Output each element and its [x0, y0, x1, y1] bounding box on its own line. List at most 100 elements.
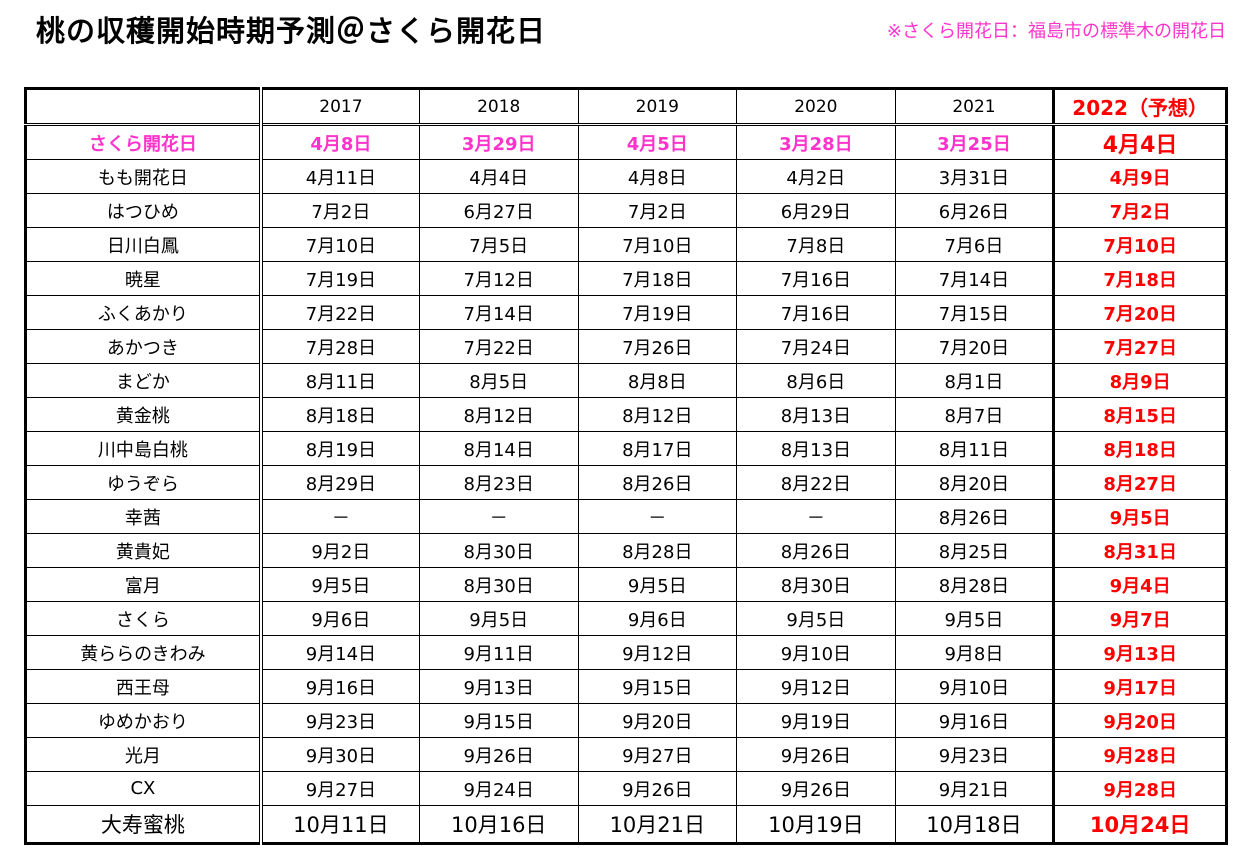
date-cell: 9月2日	[260, 533, 420, 568]
variety-name-cell: ゆめかおり	[24, 703, 263, 738]
variety-name-cell: ゆうぞら	[24, 465, 263, 500]
prediction-cell: 9月20日	[1052, 703, 1227, 738]
date-cell: 8月12日	[577, 397, 738, 432]
date-cell: 4月5日	[577, 124, 738, 160]
date-cell: 9月30日	[260, 737, 420, 772]
variety-row: 黄金桃 8月18日 8月12日 8月12日 8月13日 8月7日 8月15日	[24, 397, 1227, 432]
prediction-cell: 7月18日	[1052, 261, 1227, 296]
date-cell: 9月23日	[894, 737, 1055, 772]
date-cell: 8月13日	[736, 431, 896, 466]
prediction-cell: 7月27日	[1052, 329, 1227, 364]
variety-row: ゆめかおり 9月23日 9月15日 9月20日 9月19日 9月16日 9月20日	[24, 703, 1227, 738]
date-cell: －	[736, 499, 896, 534]
date-cell: 7月19日	[260, 261, 420, 296]
date-cell: 9月26日	[736, 771, 896, 806]
date-cell: 8月20日	[894, 465, 1055, 500]
date-cell: 10月19日	[736, 805, 896, 844]
variety-name-cell: 幸茜	[24, 499, 263, 534]
date-cell: 7月28日	[260, 329, 420, 364]
date-cell: 8月6日	[736, 363, 896, 398]
variety-row: 日川白鳳 7月10日 7月5日 7月10日 7月8日 7月6日 7月10日	[24, 227, 1227, 262]
prediction-cell: 9月28日	[1052, 737, 1227, 772]
date-cell: 6月29日	[736, 193, 896, 228]
prediction-cell: 7月20日	[1052, 295, 1227, 330]
date-cell: 7月15日	[894, 295, 1055, 330]
date-cell: 8月23日	[418, 465, 579, 500]
date-cell: 9月27日	[577, 737, 738, 772]
date-cell: 9月14日	[260, 635, 420, 670]
date-cell: 9月24日	[418, 771, 579, 806]
date-cell: 8月5日	[418, 363, 579, 398]
date-cell: 8月11日	[894, 431, 1055, 466]
date-cell: 9月23日	[260, 703, 420, 738]
date-cell: 7月26日	[577, 329, 738, 364]
page-title: 桃の収穫開始時期予測＠さくら開花日	[36, 14, 547, 48]
date-cell: 3月28日	[736, 124, 896, 160]
variety-name-cell: 富月	[24, 567, 263, 602]
date-cell: 10月21日	[577, 805, 738, 844]
variety-name-cell: もも開花日	[24, 159, 263, 194]
date-cell: 9月16日	[260, 669, 420, 704]
date-cell: 7月14日	[418, 295, 579, 330]
date-cell: 9月21日	[894, 771, 1055, 806]
date-cell: 7月8日	[736, 227, 896, 262]
date-cell: 8月30日	[418, 533, 579, 568]
variety-name-cell: 西王母	[24, 669, 263, 704]
variety-name-cell: CX	[24, 771, 263, 806]
prediction-cell: 7月10日	[1052, 227, 1227, 262]
variety-name-cell: 黄金桃	[24, 397, 263, 432]
date-cell: 9月5日	[418, 601, 579, 636]
prediction-cell: 8月15日	[1052, 397, 1227, 432]
header-year-cell: 2020	[736, 88, 896, 126]
variety-row: 黄ららのきわみ 9月14日 9月11日 9月12日 9月10日 9月8日 9月13日	[24, 635, 1227, 670]
header-year-cell: 2021	[894, 88, 1055, 126]
date-cell: 7月20日	[894, 329, 1055, 364]
variety-name-cell: 日川白鳳	[24, 227, 263, 262]
date-cell: 9月10日	[894, 669, 1055, 704]
variety-name-cell: さくら	[24, 601, 263, 636]
variety-name-cell: あかつき	[24, 329, 263, 364]
date-cell: 9月5日	[894, 601, 1055, 636]
variety-row: 幸茜－－－－ 8月26日 9月5日	[24, 499, 1227, 534]
date-cell: 7月22日	[418, 329, 579, 364]
date-cell: 9月26日	[736, 737, 896, 772]
date-cell: 9月5日	[577, 567, 738, 602]
date-cell: 9月19日	[736, 703, 896, 738]
date-cell: 9月20日	[577, 703, 738, 738]
date-cell: 4月4日	[418, 159, 579, 194]
date-cell: 9月5日	[736, 601, 896, 636]
date-cell: 8月26日	[894, 499, 1055, 534]
date-cell: 7月12日	[418, 261, 579, 296]
date-cell: 3月31日	[894, 159, 1055, 194]
date-cell: 9月12日	[736, 669, 896, 704]
variety-row: 川中島白桃 8月19日 8月14日 8月17日 8月13日 8月11日 8月18日	[24, 431, 1227, 466]
date-cell: 9月15日	[418, 703, 579, 738]
date-cell: 7月10日	[577, 227, 738, 262]
date-cell: 8月22日	[736, 465, 896, 500]
variety-row: まどか 8月11日 8月5日 8月8日 8月6日 8月1日 8月9日	[24, 363, 1227, 398]
date-cell: 9月12日	[577, 635, 738, 670]
date-cell: 8月19日	[260, 431, 420, 466]
variety-row: ふくあかり 7月22日 7月14日 7月19日 7月16日 7月15日 7月20日	[24, 295, 1227, 330]
date-cell: 8月14日	[418, 431, 579, 466]
variety-row: 暁星 7月19日 7月12日 7月18日 7月16日 7月14日 7月18日	[24, 261, 1227, 296]
date-cell: 8月7日	[894, 397, 1055, 432]
date-cell: 7月22日	[260, 295, 420, 330]
date-cell: 8月28日	[577, 533, 738, 568]
prediction-cell: 7月2日	[1052, 193, 1227, 228]
variety-name-cell: 大寿蜜桃	[24, 805, 263, 844]
variety-name-cell: ふくあかり	[24, 295, 263, 330]
prediction-cell: 9月7日	[1052, 601, 1227, 636]
date-cell: 10月16日	[418, 805, 579, 844]
date-cell: 9月5日	[260, 567, 420, 602]
date-cell: 8月1日	[894, 363, 1055, 398]
header-year-cell: 2018	[418, 88, 579, 126]
prediction-cell: 9月5日	[1052, 499, 1227, 534]
date-cell: 3月29日	[418, 124, 579, 160]
date-cell: 8月8日	[577, 363, 738, 398]
date-cell: 7月14日	[894, 261, 1055, 296]
date-cell: 8月11日	[260, 363, 420, 398]
sakura-bloom-row: さくら開花日 4月8日 3月29日 4月5日 3月28日 3月25日 4月4日	[24, 124, 1227, 160]
date-cell: 6月27日	[418, 193, 579, 228]
date-cell: 9月8日	[894, 635, 1055, 670]
